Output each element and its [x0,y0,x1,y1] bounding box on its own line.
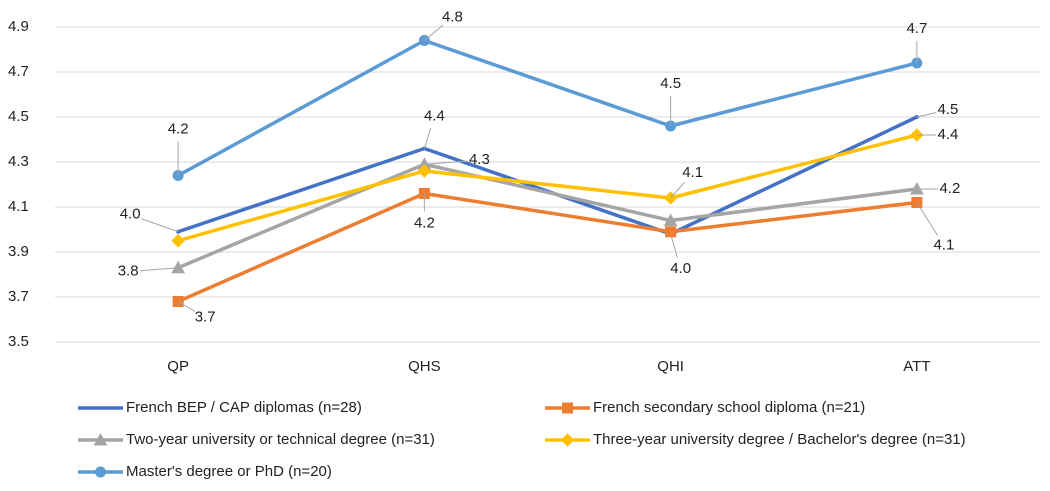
marker [560,433,575,447]
legend-item: Two-year university or technical degree … [78,431,435,448]
leader-line [670,181,686,199]
series: 3.8 4.3 4.2 [118,151,961,280]
x-tick-label: ATT [903,358,930,375]
series-line [177,162,918,270]
series: 4.2 4.8 4.5 4.7 [168,8,927,181]
data-label: 4.2 [939,180,960,197]
data-label: 4.4 [937,126,958,143]
series-line [177,38,918,178]
leader-line [916,202,938,236]
y-tick-label: 3.9 [8,243,29,260]
legend-item: French BEP / CAP diplomas (n=28) [78,399,362,416]
legend-label: French secondary school diploma (n=21) [593,399,865,416]
legend-label: Two-year university or technical degree … [126,431,435,448]
y-tick-label: 3.7 [8,288,29,305]
marker [562,402,573,414]
data-label: 4.2 [414,214,435,231]
y-tick-label: 4.7 [8,63,29,80]
leader-line [423,127,432,149]
leader-line [424,160,468,165]
leader-line [177,301,196,312]
data-label: 4.0 [670,260,691,277]
series-line [177,191,918,304]
legend-item: Three-year university degree / Bachelor'… [545,431,966,448]
marker [417,164,432,178]
data-label: 4.5 [660,75,681,92]
data-label: 4.1 [682,164,703,181]
leader-line [141,218,179,233]
marker [663,213,678,226]
legend-label: Master's degree or PhD (n=20) [126,463,332,480]
series: 4.1 4.4 [171,126,958,248]
data-label: 4.4 [424,107,445,124]
series: 3.7 4.2 4.1 [172,188,954,325]
data-label: 4.2 [168,120,189,137]
series-line [177,133,918,243]
marker [665,226,677,238]
y-tick-label: 4.5 [8,108,29,125]
data-label: 4.7 [906,20,927,37]
data-label: 4.0 [120,206,141,223]
x-tick-label: QP [167,358,189,375]
y-tick-label: 3.5 [8,333,29,350]
data-label: 4.1 [933,236,954,253]
marker [95,466,106,478]
y-tick-label: 4.9 [8,18,29,35]
data-label: 4.3 [469,151,490,168]
marker [171,234,185,248]
data-label: 4.5 [937,101,958,118]
y-tick-label: 4.3 [8,153,29,170]
x-tick-label: QHI [657,358,684,375]
legend-label: Three-year university degree / Bachelor'… [593,431,966,448]
leader-line [424,24,444,41]
data-label: 3.8 [118,263,139,280]
x-tick-label: QHS [408,358,441,375]
legend-item: French secondary school diploma (n=21) [545,399,865,416]
marker [93,432,108,446]
legend-item: Master's degree or PhD (n=20) [78,463,332,480]
y-tick-label: 4.1 [8,198,29,215]
data-label: 4.8 [442,8,463,25]
leader-line [140,267,179,272]
leader-line [670,233,678,258]
marker [171,260,185,274]
legend-label: French BEP / CAP diplomas (n=28) [126,399,362,416]
leader-line [916,112,937,118]
data-label: 3.7 [195,308,216,325]
